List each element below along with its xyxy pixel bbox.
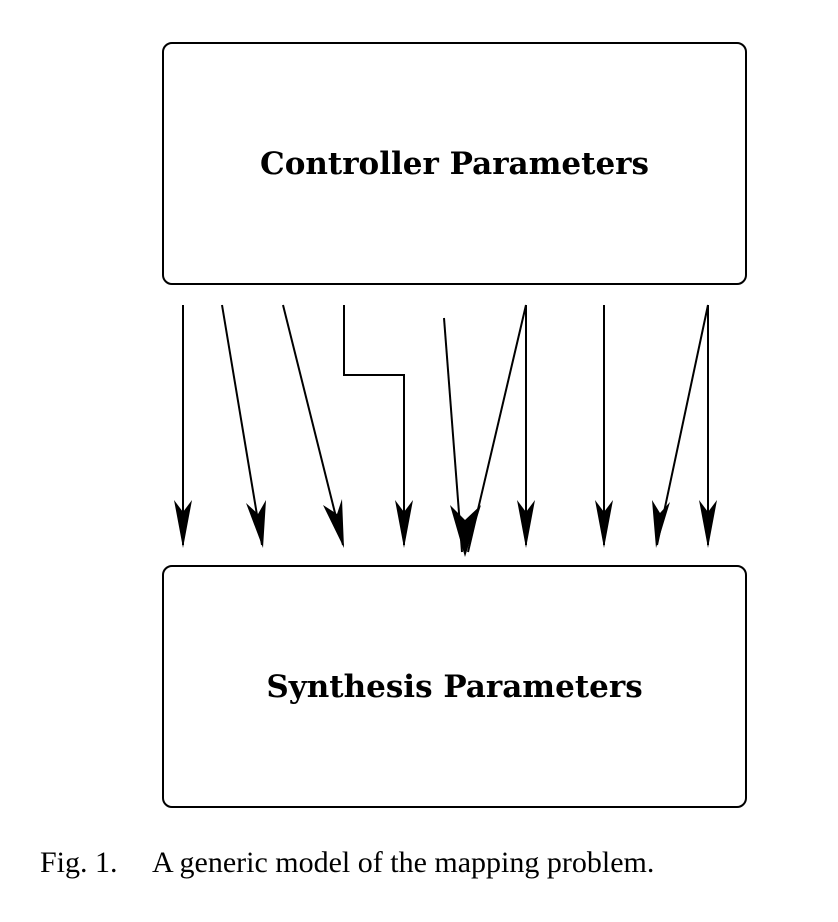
arrowhead-icon xyxy=(699,500,717,548)
arrowhead-icon xyxy=(246,500,266,548)
mapping-arrow xyxy=(443,317,463,553)
figure-caption: Fig. 1. A generic model of the mapping pr… xyxy=(40,846,654,880)
synthesis-parameters-box: Synthesis Parameters xyxy=(162,565,747,808)
controller-parameters-label: Controller Parameters xyxy=(260,145,649,182)
controller-parameters-box: Controller Parameters xyxy=(162,42,747,285)
mapping-arrow xyxy=(343,305,405,545)
arrowhead-icon xyxy=(652,500,670,548)
arrowhead-icon xyxy=(517,500,535,548)
arrowhead-icon xyxy=(323,499,344,548)
mapping-arrow xyxy=(221,304,263,546)
arrowhead-icon xyxy=(595,500,613,548)
figure-caption-text: A generic model of the mapping problem. xyxy=(152,846,655,879)
figure-number: Fig. 1. xyxy=(40,846,118,879)
mapping-arrow xyxy=(282,304,344,546)
arrowhead-icon xyxy=(450,505,481,557)
synthesis-parameters-label: Synthesis Parameters xyxy=(266,668,643,705)
arrowhead-icon xyxy=(174,500,192,548)
arrowhead-icon xyxy=(395,500,413,548)
mapping-arrow xyxy=(656,304,709,546)
